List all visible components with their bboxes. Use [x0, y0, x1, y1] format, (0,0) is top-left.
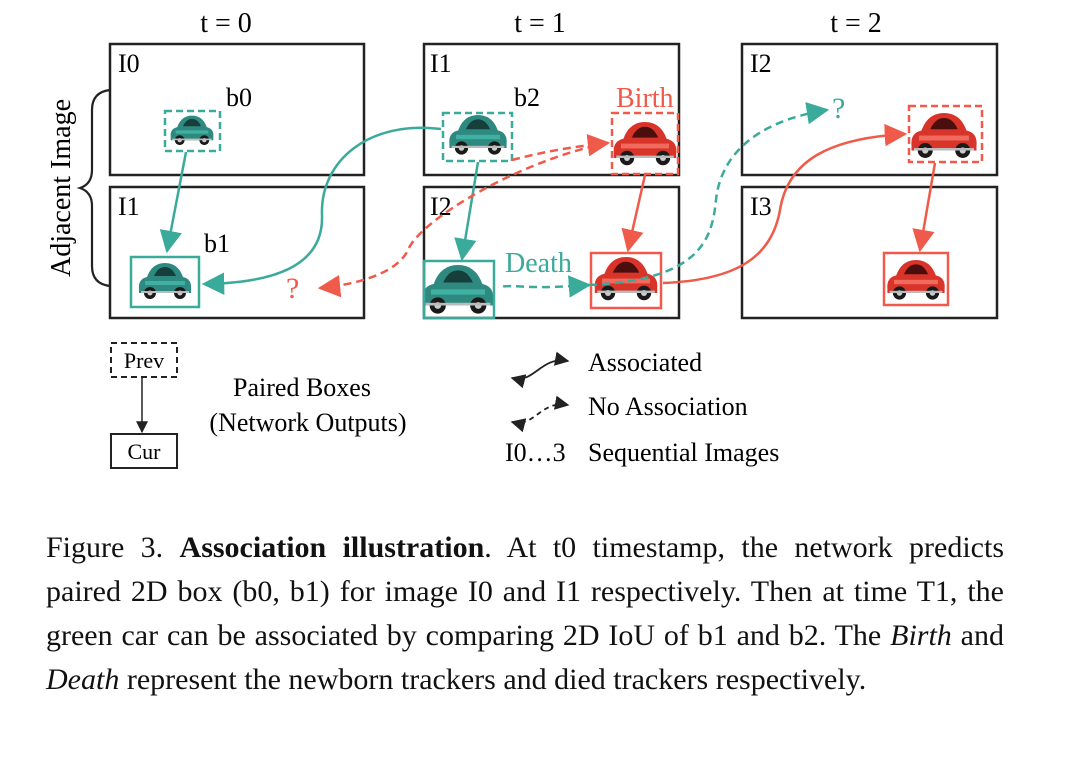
box-b2	[441, 111, 514, 163]
arrow-b0-to-b1	[159, 151, 188, 254]
legend-paired-boxes: Paired Boxes	[233, 373, 371, 402]
red-car-col1-bottom	[594, 257, 658, 301]
legend-cur-label: Cur	[128, 439, 162, 464]
panel-col1-top	[422, 42, 681, 177]
arrow-red-associated	[662, 123, 908, 285]
legend-associated-label: Associated	[588, 348, 702, 377]
question-mark-teal: ?	[832, 92, 845, 125]
arrow-death-no-association	[497, 275, 592, 298]
panel-col2-top	[740, 42, 999, 177]
legend-no-association-label: No Association	[588, 392, 748, 421]
box-birth	[610, 111, 680, 176]
arrow-red-to-question	[317, 141, 609, 298]
panel-label-col1-bottom: I2	[430, 192, 452, 221]
panel-label-col2-top: I2	[750, 49, 772, 78]
question-mark-red: ?	[286, 272, 299, 305]
arrow-teal-to-question	[588, 102, 830, 287]
caption-text-1: . At t0 timestamp, the network predicts …	[46, 531, 1004, 652]
red-car-col2-top	[911, 113, 977, 158]
panel-label-col0-top: I0	[118, 49, 140, 78]
teal-car-b2	[449, 115, 507, 155]
panel-col0-top	[108, 42, 366, 177]
adjacent-image-label: Adjacent Image	[46, 99, 77, 277]
legend-sequential-label: Sequential Images	[588, 438, 779, 467]
caption-bold-title: Association illustration	[179, 531, 485, 564]
panel-label-col2-bottom: I3	[750, 192, 772, 221]
adjacent-image-brace	[76, 88, 111, 288]
legend-prev-box	[110, 342, 178, 378]
label-b2: b2	[514, 83, 540, 112]
caption-birth: Birth	[890, 619, 952, 652]
legend-sequential-key: I0…3	[505, 438, 566, 467]
label-b1: b1	[204, 229, 230, 258]
caption-text-2: represent the newborn trackers and died …	[119, 663, 867, 696]
timestep-label-2: t = 2	[830, 8, 882, 39]
legend-network-outputs: (Network Outputs)	[209, 408, 406, 437]
panel-label-col0-bottom: I1	[118, 192, 140, 221]
death-label: Death	[505, 248, 572, 279]
figure-caption: Figure 3. Association illustration. At t…	[46, 526, 1004, 702]
legend-associated-arrow	[510, 351, 570, 389]
caption-prefix: Figure 3.	[46, 531, 180, 564]
red-car-col2-bottom	[887, 260, 945, 300]
association-diagram: t = 0 t = 1 t = 2 Adjacent Image I0 I1 I…	[46, 8, 999, 469]
panel-col0-bottom	[108, 185, 366, 320]
legend-no-association-arrow	[510, 395, 570, 433]
birth-label: Birth	[616, 83, 674, 114]
panel-col2-bottom	[740, 185, 999, 320]
arrow-b2-to-death	[454, 161, 480, 262]
legend-prev-label: Prev	[124, 348, 164, 373]
box-col2-bottom-red	[882, 251, 950, 307]
arrow-birth-down	[621, 174, 647, 253]
panel-label-col1-top: I1	[430, 49, 452, 78]
teal-car-b0	[170, 115, 214, 146]
legend-cur-box	[110, 433, 178, 469]
teal-car-death	[422, 265, 494, 314]
panel-col1-bottom	[422, 185, 681, 320]
box-b0	[163, 109, 222, 153]
caption-death: Death	[46, 663, 120, 696]
arrow-red-from-b2	[511, 133, 611, 162]
teal-car-b1	[138, 263, 192, 299]
red-car-birth	[613, 122, 677, 166]
timestep-label-0: t = 0	[200, 8, 252, 39]
label-b0: b0	[226, 83, 252, 112]
box-col2-top-red	[907, 104, 984, 164]
box-b1	[129, 255, 201, 309]
caption-and: and	[951, 619, 1004, 652]
arrow-b2-to-b1-associated	[201, 126, 442, 295]
timestep-label-1: t = 1	[514, 8, 566, 39]
arrow-red-col2-down	[912, 162, 937, 253]
